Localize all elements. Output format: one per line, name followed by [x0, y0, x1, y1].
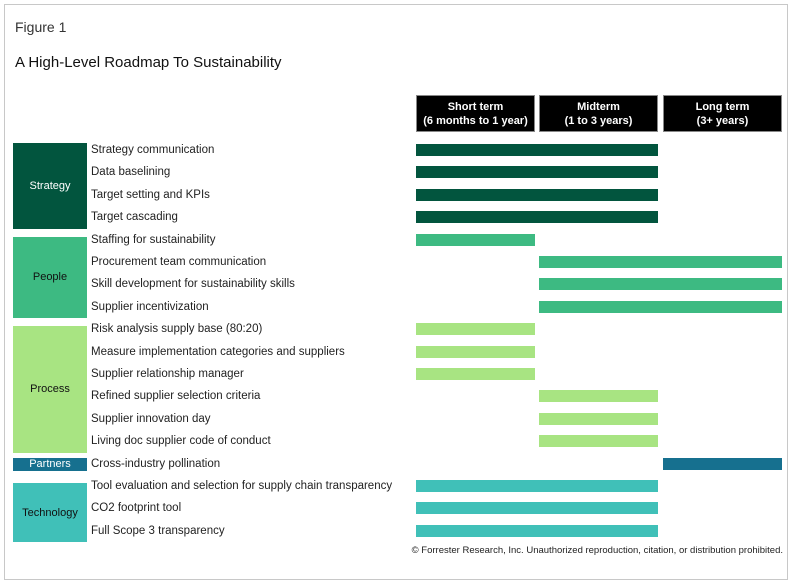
- timeline-bar: [539, 300, 782, 313]
- figure-label: Figure 1: [15, 19, 67, 35]
- item-label: Strategy communication: [91, 144, 215, 156]
- item-label: Refined supplier selection criteria: [91, 390, 261, 403]
- period-header-line2: (3+ years): [696, 114, 749, 127]
- timeline-bar: [416, 188, 658, 201]
- figure-title: A High-Level Roadmap To Sustainability: [15, 54, 282, 71]
- copyright-notice: © Forrester Research, Inc. Unauthorized …: [411, 545, 783, 556]
- item-label: Risk analysis supply base (80:20): [91, 323, 263, 336]
- category-technology: Technology: [13, 483, 87, 543]
- period-header-2: Long term (3+ years): [663, 95, 782, 132]
- item-label: Target cascading: [91, 211, 178, 224]
- item-label: Living doc supplier code of conduct: [91, 435, 271, 448]
- timeline-bar: [539, 256, 782, 268]
- timeline-bar: [416, 345, 535, 358]
- timeline-bar: [416, 368, 535, 380]
- item-label: Full Scope 3 transparency: [91, 524, 225, 537]
- period-header-line2: (6 months to 1 year): [423, 114, 528, 127]
- timeline-bar: [539, 278, 782, 291]
- period-header-line1: Midterm: [577, 100, 620, 113]
- figure-frame: Figure 1 A High-Level Roadmap To Sustain…: [4, 4, 788, 580]
- timeline-bar: [539, 390, 658, 403]
- timeline-bar: [416, 323, 535, 336]
- period-header-line1: Short term: [447, 100, 504, 113]
- item-label: Skill development for sustainability ski…: [91, 278, 295, 291]
- timeline-bar: [416, 211, 658, 224]
- timeline-bar: [416, 524, 658, 537]
- item-label: Procurement team communication: [91, 256, 267, 268]
- item-label: Supplier relationship manager: [91, 368, 244, 380]
- item-label: Target setting and KPIs: [91, 188, 210, 201]
- item-label: Data baselining: [91, 166, 171, 179]
- item-label: Measure implementation categories and su…: [91, 345, 345, 358]
- period-header-0: Short term (6 months to 1 year): [416, 95, 535, 132]
- item-label: Supplier innovation day: [91, 412, 211, 425]
- item-label: Tool evaluation and selection for supply…: [91, 480, 393, 492]
- item-label: CO2 footprint tool: [91, 502, 182, 515]
- period-header-line2: (1 to 3 years): [564, 114, 633, 127]
- category-partners: Partners: [13, 457, 87, 471]
- timeline-bar: [416, 166, 658, 179]
- timeline-bar: [416, 502, 658, 515]
- timeline-bar: [416, 233, 535, 246]
- timeline-bar: [539, 435, 658, 448]
- category-strategy: Strategy: [13, 143, 87, 229]
- timeline-bar: [539, 412, 658, 425]
- period-header-1: Midterm (1 to 3 years): [539, 95, 658, 132]
- category-people: People: [13, 236, 87, 319]
- item-label: Cross-industry pollination: [91, 457, 221, 470]
- timeline-bar: [663, 457, 782, 470]
- item-label: Supplier incentivization: [91, 300, 209, 313]
- item-label: Staffing for sustainability: [91, 233, 216, 246]
- category-process: Process: [13, 326, 87, 453]
- timeline-bar: [416, 144, 658, 156]
- period-header-line1: Long term: [695, 100, 750, 113]
- timeline-bar: [416, 480, 658, 492]
